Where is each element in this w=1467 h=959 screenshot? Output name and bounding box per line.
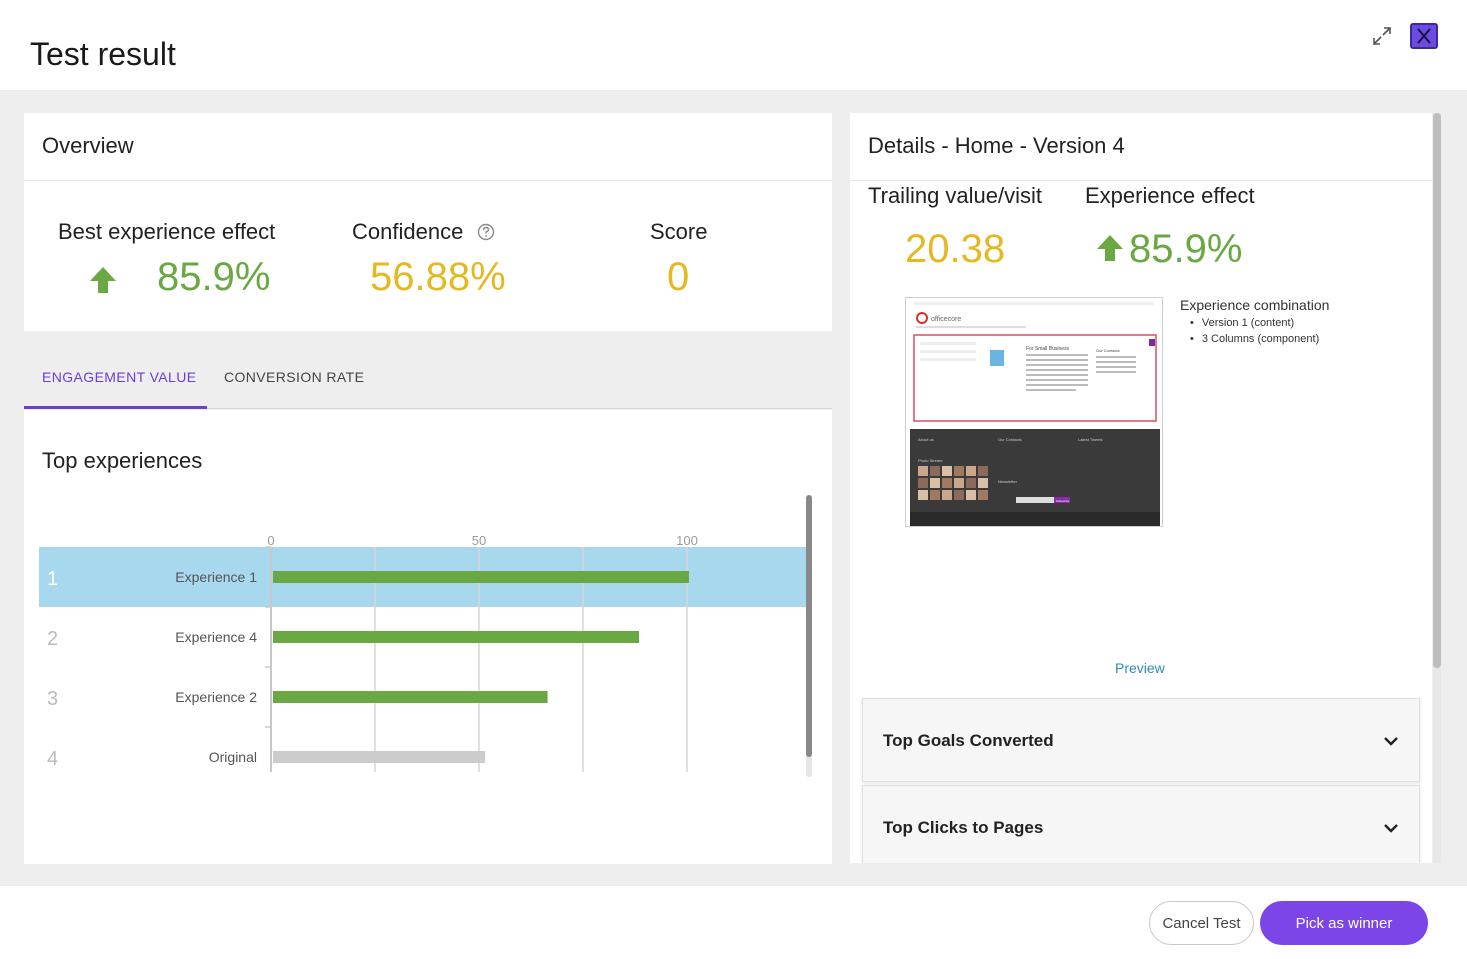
close-button[interactable] — [1410, 23, 1438, 49]
pick-as-winner-button[interactable]: Pick as winner — [1260, 901, 1428, 945]
bar — [273, 751, 485, 763]
thumb-footer-col-1: About us — [918, 437, 934, 442]
category-label: Experience 2 — [175, 689, 257, 705]
combination-title: Experience combination — [1180, 297, 1329, 313]
thumb-photo — [942, 490, 952, 500]
chart-scrollbar-thumb — [806, 495, 812, 757]
thumbnail-image: officecore For Small Business Our Contac… — [906, 298, 1163, 527]
details-title: Details - Home - Version 4 — [868, 133, 1125, 159]
rank-label: 1 — [47, 568, 58, 590]
top-experiences-title: Top experiences — [42, 448, 202, 474]
details-scrollbar-thumb[interactable] — [1433, 113, 1441, 668]
divider — [850, 180, 1432, 181]
thumb-footer-col-2: Our Contacts — [998, 437, 1022, 442]
details-card: Details - Home - Version 4 Trailing valu… — [850, 113, 1432, 863]
thumb-photo — [978, 478, 988, 488]
thumb-photo — [942, 466, 952, 476]
overview-title: Overview — [42, 133, 134, 159]
experience-thumbnail[interactable]: officecore For Small Business Our Contac… — [905, 297, 1163, 527]
combination-item: Version 1 (content) — [1190, 317, 1319, 329]
thumb-photo — [930, 478, 940, 488]
thumb-photo — [918, 490, 928, 500]
best-effect-value: 85.9% — [157, 255, 270, 300]
category-label: Experience 4 — [175, 629, 257, 645]
tab-engagement-value[interactable]: ENGAGEMENT VALUE — [42, 369, 196, 385]
rank-label: 3 — [47, 688, 58, 710]
dialog-footer: Cancel Test Pick as winner — [0, 886, 1467, 959]
preview-link[interactable]: Preview — [1115, 660, 1165, 676]
trailing-value: 20.38 — [905, 227, 1005, 272]
thumb-photo — [966, 490, 976, 500]
confidence-label: Confidence — [352, 219, 463, 245]
experience-effect-label: Experience effect — [1085, 183, 1255, 209]
page-title: Test result — [30, 36, 176, 73]
rank-label: 4 — [47, 748, 58, 770]
category-label: Original — [209, 749, 257, 765]
thumb-photo — [942, 478, 952, 488]
thumb-footer-col-3: Latest Tweets — [1078, 437, 1103, 442]
cancel-test-button[interactable]: Cancel Test — [1149, 901, 1254, 945]
confidence-value: 56.88% — [370, 255, 506, 300]
score-label: Score — [650, 219, 707, 245]
x-tick-label: 50 — [472, 533, 486, 548]
best-effect-label: Best experience effect — [58, 219, 275, 245]
thumb-logo: officecore — [931, 316, 961, 323]
dialog-content: Overview Best experience effect 85.9% Co… — [0, 90, 1467, 886]
thumb-photo — [954, 466, 964, 476]
divider — [24, 180, 832, 181]
overview-card: Overview Best experience effect 85.9% Co… — [24, 113, 832, 331]
score-value: 0 — [667, 255, 689, 300]
thumb-photo — [966, 466, 976, 476]
tab-conversion-rate[interactable]: CONVERSION RATE — [224, 369, 364, 385]
chevron-down-icon — [1383, 733, 1399, 749]
thumb-photo — [978, 466, 988, 476]
bar — [273, 571, 689, 583]
thumb-photo — [966, 478, 976, 488]
x-tick-label: 0 — [267, 533, 274, 548]
active-tab-indicator — [24, 406, 207, 409]
thumb-photo — [918, 478, 928, 488]
thumb-subscribe: Subscribe — [1056, 499, 1070, 503]
accordion-top-clicks-to-pages[interactable]: Top Clicks to Pages — [862, 785, 1420, 863]
thumb-photo-stream: Photo Stream — [918, 458, 943, 463]
thumb-newsletter: Newsletter — [998, 479, 1018, 484]
arrow-up-icon — [1095, 233, 1125, 263]
close-icon — [1412, 25, 1436, 47]
accordion-label: Top Goals Converted — [883, 731, 1054, 751]
experience-effect-value: 85.9% — [1129, 227, 1242, 272]
bar — [273, 691, 548, 703]
accordion-top-goals-converted[interactable]: Top Goals Converted — [862, 698, 1420, 782]
combination-list: Version 1 (content) 3 Columns (component… — [1190, 317, 1319, 349]
tab-bar: ENGAGEMENT VALUE CONVERSION RATE — [24, 331, 832, 409]
thumb-photo — [918, 466, 928, 476]
thumb-photo — [954, 490, 964, 500]
bar — [273, 631, 639, 643]
thumb-photo — [930, 466, 940, 476]
thumb-photo — [954, 478, 964, 488]
expand-icon[interactable] — [1370, 24, 1394, 48]
help-icon[interactable] — [477, 223, 495, 241]
x-tick-label: 100 — [676, 533, 698, 548]
dialog-header: Test result — [0, 0, 1467, 90]
top-experiences-chart: 0 50 100 Experience 1 1 Experience 4 2 Experien… — [39, 495, 819, 785]
combination-item: 3 Columns (component) — [1190, 333, 1319, 345]
chevron-down-icon — [1383, 820, 1399, 836]
accordion-label: Top Clicks to Pages — [883, 818, 1043, 838]
trailing-value-label: Trailing value/visit — [868, 183, 1042, 209]
top-experiences-card: Top experiences 0 50 100 Experience 1 1 Exper… — [24, 410, 832, 864]
rank-label: 2 — [47, 628, 58, 650]
thumb-headline: For Small Business — [1026, 346, 1070, 352]
thumb-photo — [930, 490, 940, 500]
arrow-up-icon — [88, 265, 118, 295]
category-label: Experience 1 — [175, 569, 257, 585]
thumb-photo — [978, 490, 988, 500]
thumb-side-title: Our Contacts — [1096, 348, 1120, 353]
